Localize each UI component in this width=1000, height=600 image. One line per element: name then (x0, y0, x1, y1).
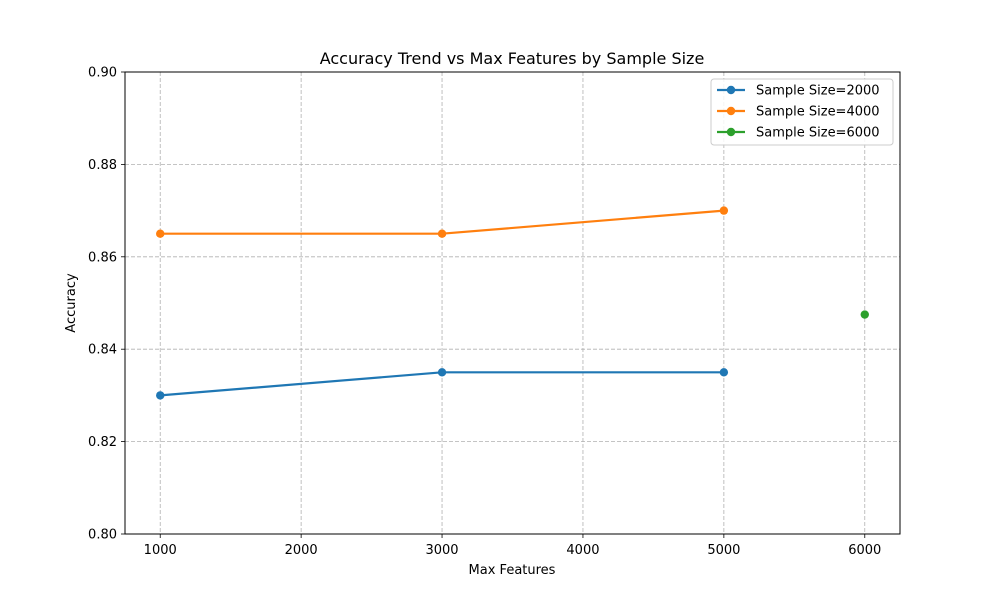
legend-item: Sample Size=2000 (717, 84, 880, 99)
data-point (860, 310, 869, 319)
y-axis-label: Accuracy (64, 273, 79, 333)
legend: Sample Size=2000 Sample Size=4000 Sample S… (710, 78, 894, 146)
y-tick-label: 0.84 (88, 343, 117, 358)
x-tick-label: 4000 (566, 543, 599, 558)
data-point (156, 229, 165, 238)
series-sample-size-6000 (860, 310, 869, 319)
legend-label: Sample Size=2000 (756, 84, 880, 99)
x-axis-label: Max Features (469, 563, 556, 578)
series-sample-size-4000 (156, 206, 729, 238)
y-tick-label: 0.80 (88, 528, 117, 543)
legend-item: Sample Size=6000 (717, 126, 880, 141)
y-tick-label: 0.88 (88, 158, 117, 173)
data-point (437, 229, 447, 238)
y-tick-label: 0.90 (88, 66, 117, 81)
legend-item: Sample Size=4000 (717, 105, 880, 120)
x-tick-label: 6000 (848, 543, 881, 558)
data-point (437, 368, 447, 377)
x-tick-label: 2000 (285, 543, 318, 558)
legend-marker (726, 106, 736, 116)
x-tick-label: 1000 (144, 543, 177, 558)
plot-frame (124, 71, 901, 535)
x-tick-label: 5000 (707, 543, 740, 558)
chart-title: Accuracy Trend vs Max Features by Sample… (320, 49, 705, 68)
data-point (719, 206, 729, 215)
x-tick-label: 3000 (425, 543, 458, 558)
y-tick-label: 0.82 (88, 435, 117, 450)
legend-marker (726, 127, 736, 137)
data-point (156, 391, 165, 400)
legend-box (710, 78, 894, 146)
legend-label: Sample Size=6000 (756, 126, 880, 141)
data-point (719, 368, 729, 377)
legend-marker (726, 85, 736, 95)
y-tick-label: 0.86 (88, 250, 117, 265)
plot-series (156, 206, 869, 400)
legend-label: Sample Size=4000 (756, 105, 880, 120)
axis-ticks: 1000 2000 3000 4000 5000 6000 0.80 0.82 0.84 0.86… (88, 66, 881, 559)
series-sample-size-2000 (156, 368, 729, 400)
